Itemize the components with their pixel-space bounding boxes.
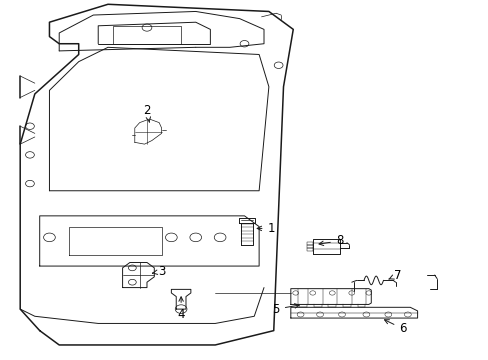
Text: 1: 1 [257,222,275,235]
Text: 7: 7 [388,269,401,282]
Text: 2: 2 [143,104,150,122]
Text: 3: 3 [152,265,165,278]
Text: 4: 4 [177,297,184,321]
Text: 5: 5 [272,303,299,316]
Text: 8: 8 [318,234,343,247]
Text: 6: 6 [384,320,406,335]
